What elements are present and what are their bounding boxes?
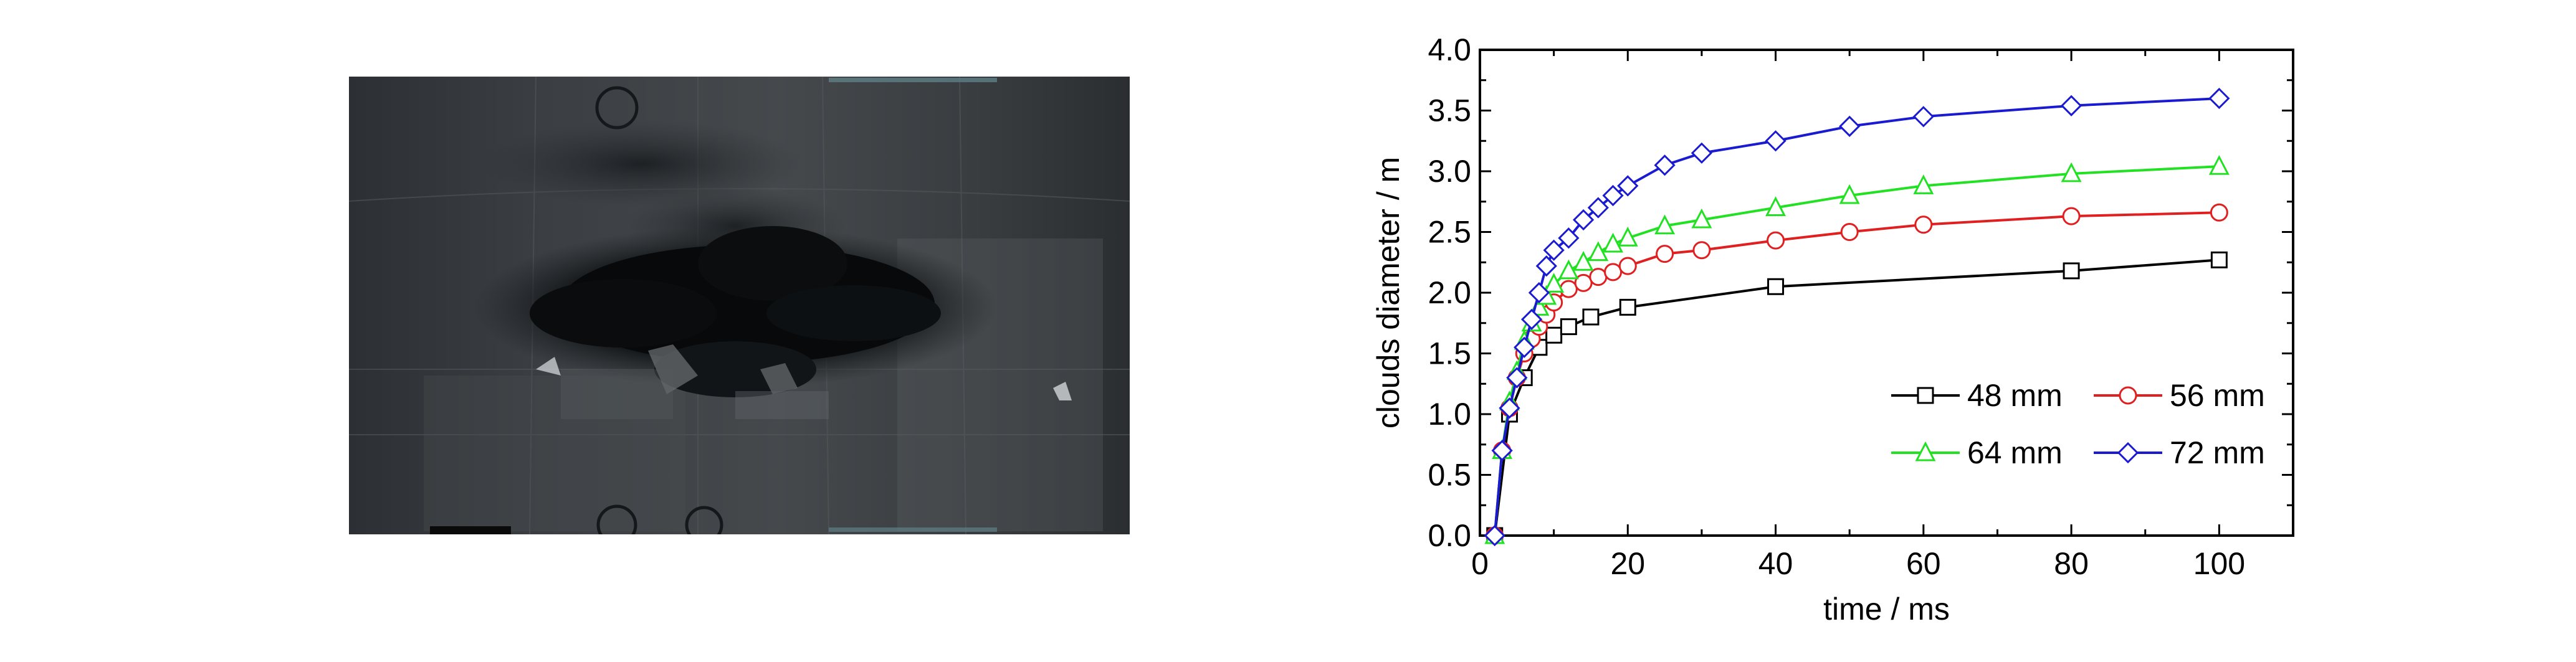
data-point: [1588, 241, 1609, 262]
data-point: [1656, 245, 1674, 263]
y-tick-label: 4.0: [1428, 32, 1471, 67]
x-tick-label: 40: [1758, 546, 1793, 581]
x-tick-label: 60: [1906, 546, 1941, 581]
y-tick-label: 3.0: [1428, 154, 1471, 189]
data-point: [1535, 255, 1557, 277]
data-point: [1840, 223, 1859, 241]
data-point: [1604, 263, 1623, 281]
data-point: [1914, 215, 1933, 234]
data-point: [1839, 115, 1861, 137]
legend-entry: 72 mm: [2094, 435, 2265, 470]
data-point: [1767, 231, 1785, 250]
data-point: [1617, 226, 1638, 247]
data-point: [1572, 209, 1595, 231]
data-point: [1912, 106, 1934, 128]
legend-marker: [2119, 386, 2137, 405]
y-tick-label: 2.0: [1428, 275, 1471, 310]
data-point: [1560, 318, 1577, 336]
data-point: [1499, 397, 1520, 419]
series-line: [1493, 165, 2220, 536]
data-point: [1573, 250, 1594, 271]
data-point: [1543, 239, 1565, 261]
data-point: [2210, 251, 2228, 268]
legend-marker: [1917, 387, 1934, 404]
data-point: [1654, 214, 1676, 235]
y-tick-label: 1.5: [1428, 336, 1471, 371]
y-tick-label: 0.5: [1428, 458, 1471, 493]
data-point: [1839, 184, 1860, 204]
data-point: [1543, 273, 1565, 293]
data-point: [1692, 241, 1711, 260]
data-point: [2061, 162, 2082, 182]
data-point: [1484, 524, 1505, 547]
data-point: [1506, 367, 1528, 389]
legend-label: 64 mm: [1967, 435, 2063, 470]
data-point: [1691, 208, 1712, 229]
data-point: [1589, 268, 1608, 286]
series-line: [1493, 97, 2220, 536]
data-point: [1558, 259, 1579, 280]
line-chart: 0.0 0.5 1.0 1.5 2.0 2.5 3.0 3.5 4.0 0 20 40 60 80 100…: [1371, 32, 2294, 627]
data-point: [1654, 154, 1676, 176]
x-tick-label: 20: [1610, 546, 1645, 581]
series-3: [1484, 87, 2230, 547]
data-point: [2208, 154, 2230, 175]
series-layer: [1484, 87, 2230, 547]
y-axis: 0.0 0.5 1.0 1.5 2.0 2.5 3.0 3.5 4.0: [1428, 32, 2293, 553]
legend-label: 48 mm: [1967, 378, 2063, 413]
data-point: [1617, 175, 1639, 197]
data-point: [1545, 326, 1563, 344]
cloud-photograph-image: [349, 77, 1130, 534]
data-point: [1514, 336, 1535, 358]
series-0: [1486, 251, 2228, 544]
legend-label: 72 mm: [2170, 435, 2265, 470]
data-point: [1765, 130, 1787, 152]
y-tick-label: 2.5: [1428, 215, 1471, 250]
data-point: [1691, 142, 1713, 164]
legend-marker: [1915, 441, 1936, 461]
y-tick-label: 3.5: [1428, 93, 1471, 128]
data-point: [1603, 232, 1624, 253]
data-point: [1582, 308, 1600, 326]
data-point: [2063, 262, 2080, 280]
legend: 48 mm 56 mm 64 mm 72 mm: [1891, 378, 2265, 470]
data-point: [1587, 197, 1609, 219]
x-axis-label: time / ms: [1823, 592, 1950, 627]
x-tick-label: 0: [1471, 546, 1489, 581]
legend-entry: 64 mm: [1891, 435, 2063, 470]
data-point: [2210, 203, 2228, 222]
legend-entry: 48 mm: [1891, 378, 2063, 413]
y-axis-label: clouds diameter / m: [1371, 157, 1406, 428]
legend-entry: 56 mm: [2094, 378, 2265, 413]
cloud-photograph: [349, 77, 1130, 534]
data-point: [2062, 207, 2081, 225]
legend-label: 56 mm: [2170, 378, 2265, 413]
data-point: [1913, 174, 1934, 194]
data-point: [1765, 196, 1787, 216]
data-point: [1602, 184, 1624, 207]
data-point: [1618, 257, 1637, 275]
data-point: [2208, 87, 2230, 110]
data-point: [1558, 227, 1580, 249]
x-tick-label: 80: [2054, 546, 2089, 581]
data-point: [1520, 308, 1543, 331]
data-point: [1559, 280, 1578, 298]
x-tick-label: 100: [2193, 546, 2245, 581]
legend-marker: [2117, 442, 2139, 464]
data-point: [2060, 95, 2082, 116]
y-tick-label: 1.0: [1428, 397, 1471, 432]
y-tick-label: 0.0: [1428, 518, 1471, 553]
data-point: [1491, 440, 1513, 461]
x-axis: 0 20 40 60 80 100: [1471, 50, 2245, 581]
data-point: [1619, 298, 1636, 316]
data-point: [1528, 281, 1550, 304]
series-line: [1493, 258, 2220, 536]
data-point: [1767, 278, 1785, 295]
